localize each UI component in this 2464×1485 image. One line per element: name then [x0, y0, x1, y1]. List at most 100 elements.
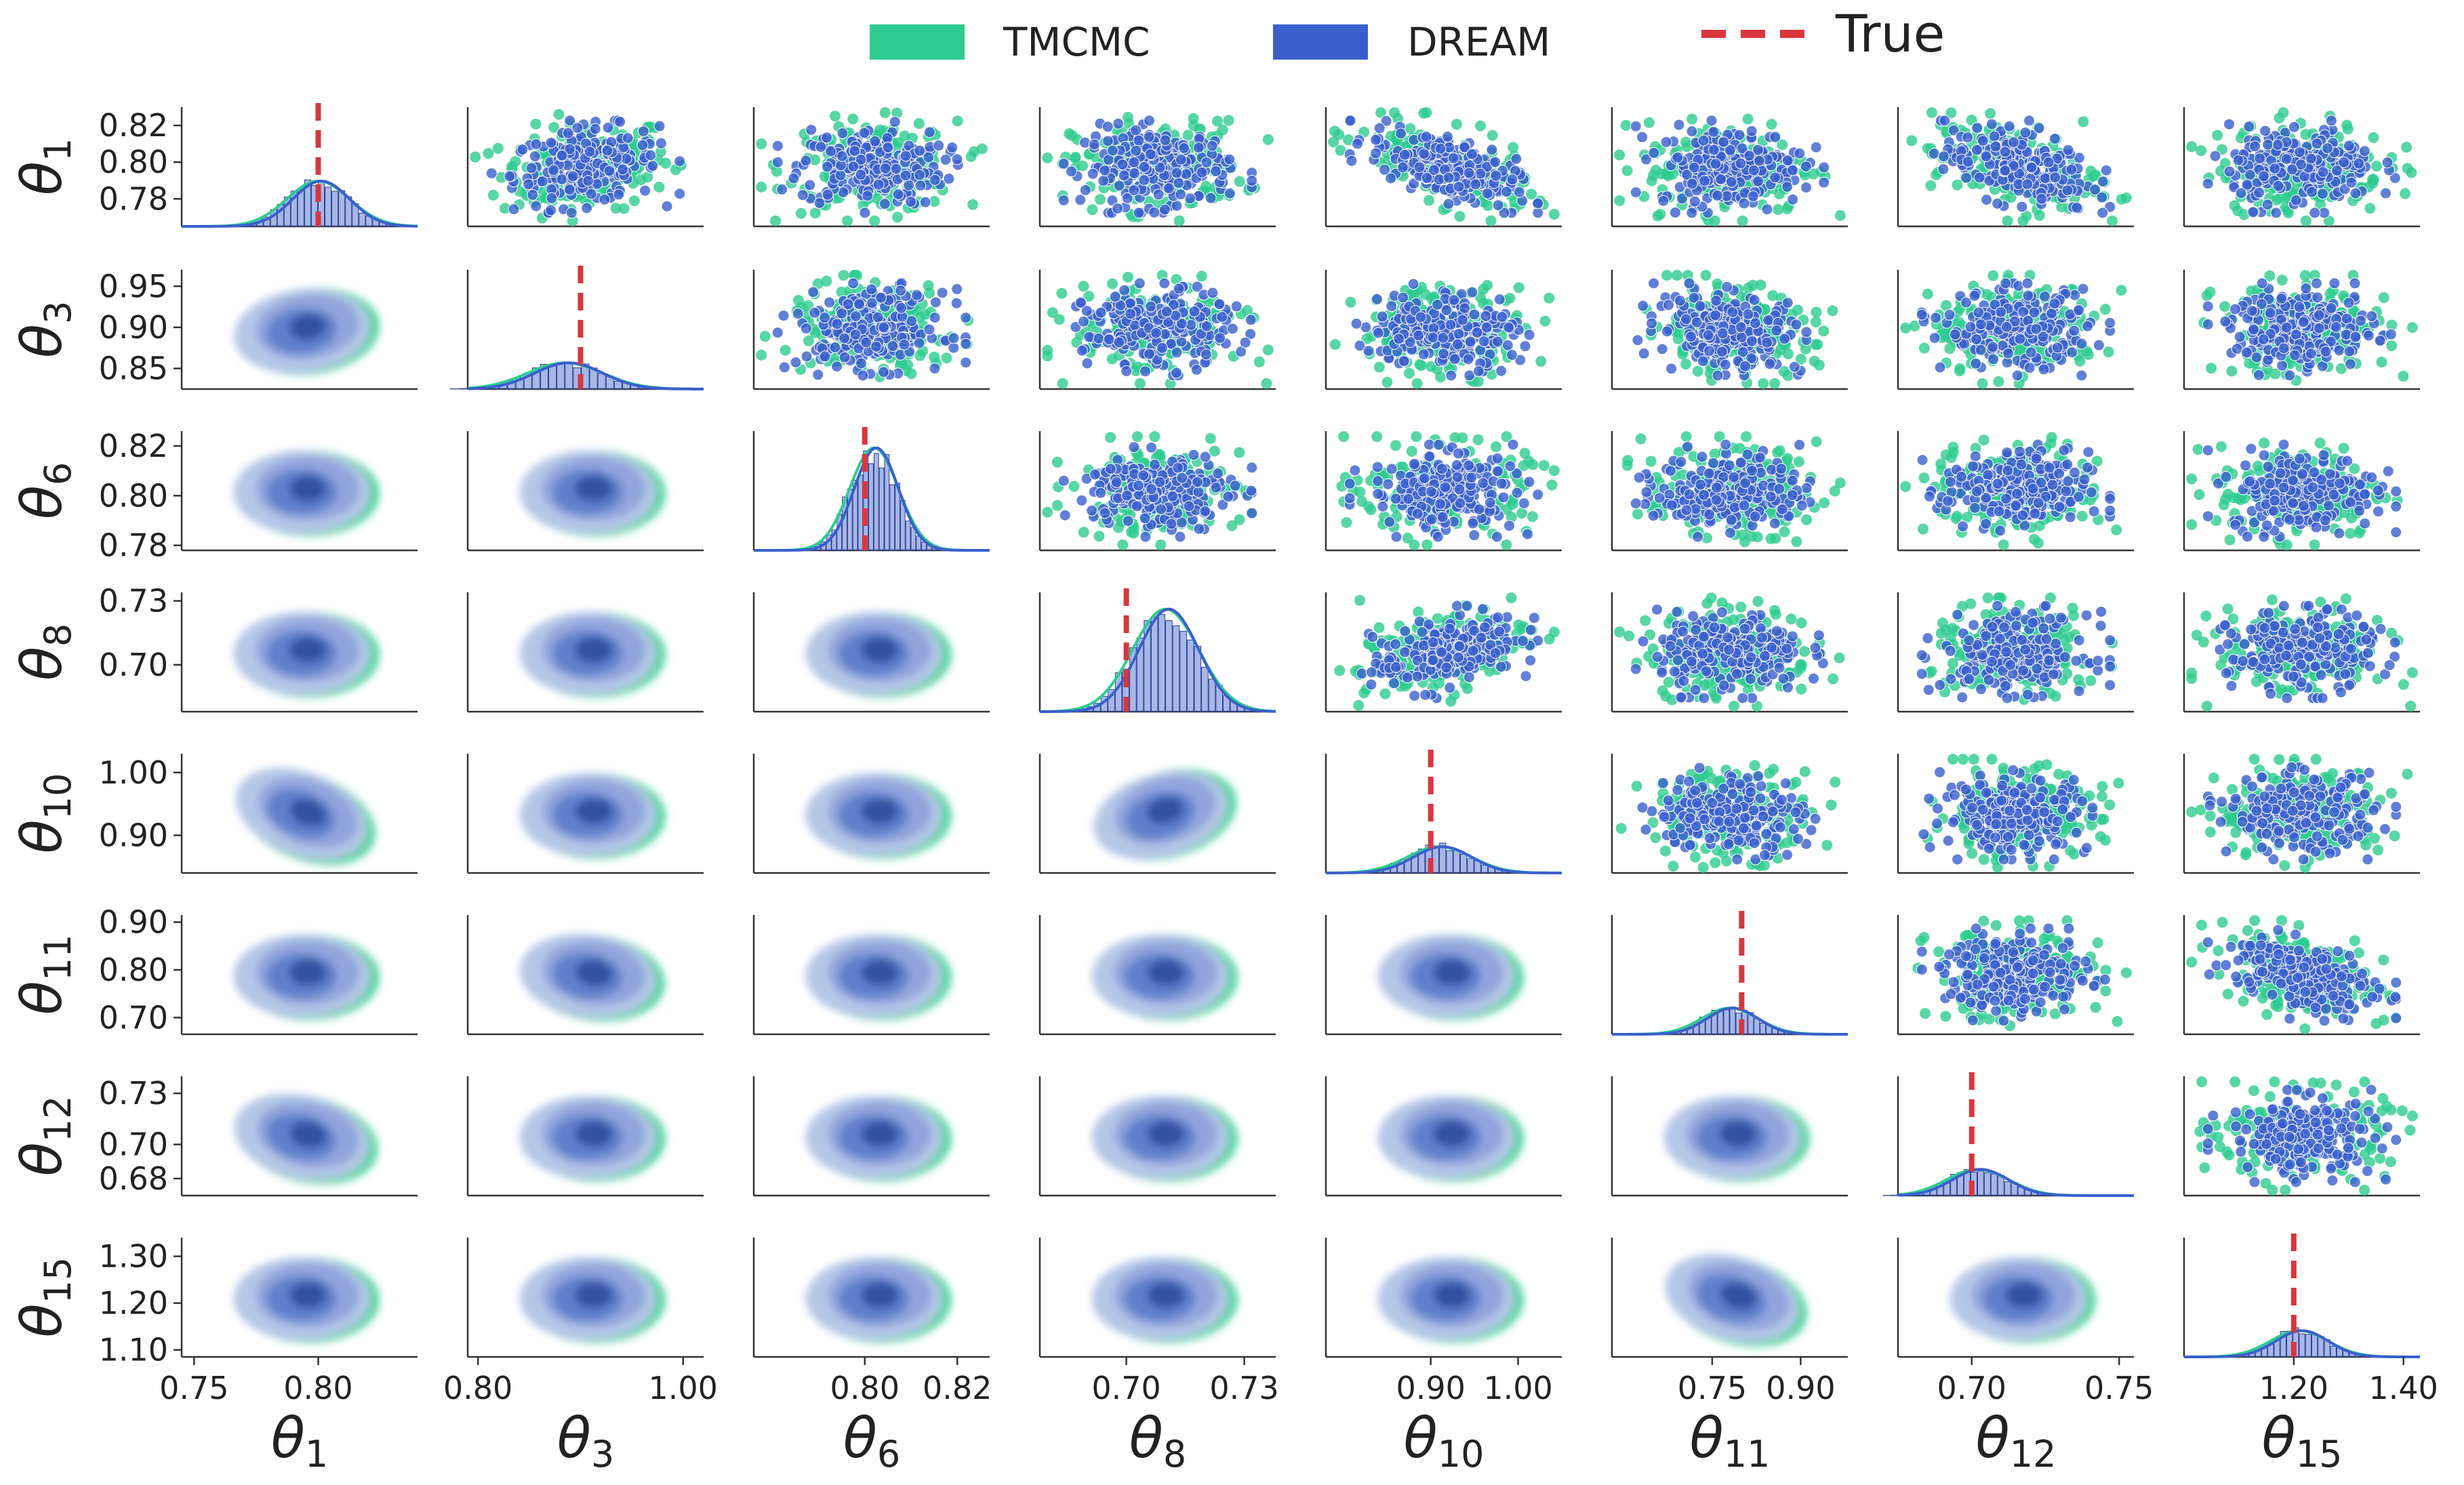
- scatter-point-dream: [872, 178, 885, 190]
- scatter-point-dream: [1992, 197, 2004, 209]
- scatter-point-dream: [1118, 284, 1131, 296]
- scatter-point-tmcmc: [879, 107, 891, 119]
- scatter-point-dream: [1964, 321, 1977, 333]
- hist-bar: [565, 361, 573, 390]
- scatter-point-dream: [1112, 203, 1124, 215]
- scatter-point-dream: [1102, 121, 1114, 133]
- scatter-point-dream: [2316, 188, 2328, 200]
- scatter-point-dream: [1743, 150, 1756, 162]
- scatter-point-dream: [637, 125, 649, 138]
- scatter-point-tmcmc: [653, 181, 665, 192]
- scatter-point-dream: [2097, 176, 2109, 188]
- scatter-point-dream: [1916, 308, 1928, 321]
- scatter-point-dream: [1735, 331, 1748, 344]
- scatter-point-tmcmc: [1261, 378, 1272, 389]
- scatter-point-tmcmc: [1834, 209, 1846, 221]
- legend-label-true: True: [1835, 3, 1945, 64]
- scatter-point-dream: [1093, 332, 1105, 344]
- scatter-point-tmcmc: [1773, 203, 1784, 215]
- scatter-point-dream: [1163, 182, 1175, 195]
- scatter-point-dream: [1156, 342, 1169, 354]
- scatter-point-tmcmc: [2106, 215, 2118, 226]
- panel-r3-c12: [1897, 270, 2134, 390]
- scatter-point-dream: [800, 155, 812, 167]
- scatter-point-dream: [1491, 335, 1503, 348]
- scatter-point-tmcmc: [1526, 188, 1537, 200]
- scatter-point-dream: [1745, 125, 1758, 137]
- scatter-point-dream: [2288, 121, 2300, 133]
- scatter-point-dream: [951, 153, 963, 165]
- scatter-point-dream: [653, 120, 666, 132]
- scatter-point-dream: [1496, 311, 1508, 323]
- scatter-point-dream: [2065, 163, 2078, 176]
- scatter-point-dream: [878, 321, 890, 333]
- panel-r3-c11: [1611, 270, 1848, 390]
- scatter-point-dream: [1415, 311, 1427, 323]
- scatter-point-dream: [601, 144, 613, 157]
- scatter-point-dream: [1148, 206, 1160, 218]
- scatter-point-dream: [2270, 207, 2282, 219]
- scatter-point-tmcmc: [1900, 322, 1912, 333]
- scatter-point-dream: [859, 207, 871, 219]
- scatter-point-dream: [1396, 161, 1409, 174]
- scatter-point-tmcmc: [1418, 107, 1430, 119]
- scatter-point-dream: [940, 154, 952, 166]
- scatter-point-dream: [1787, 193, 1799, 205]
- scatter-point-dream: [951, 283, 963, 296]
- scatter-point-dream: [1985, 118, 1998, 130]
- scatter-point-tmcmc: [2196, 145, 2207, 157]
- scatter-point-dream: [1120, 365, 1133, 378]
- scatter-point-dream: [1145, 300, 1157, 312]
- scatter-point-dream: [1200, 348, 1212, 361]
- scatter-point-dream: [2253, 186, 2265, 199]
- scatter-point-tmcmc: [1977, 378, 1988, 389]
- scatter-point-dream: [929, 296, 942, 308]
- scatter-point-dream: [622, 132, 634, 144]
- scatter-point-dream: [1463, 167, 1475, 179]
- scatter-point-dream: [637, 139, 649, 151]
- scatter-point-dream: [504, 170, 516, 182]
- scatter-point-tmcmc: [1742, 113, 1754, 125]
- scatter-point-tmcmc: [1985, 108, 1996, 119]
- scatter-point-dream: [1489, 156, 1501, 168]
- scatter-point-dream: [813, 197, 826, 209]
- scatter-point-dream: [2066, 346, 2078, 359]
- scatter-point-dream: [2019, 127, 2032, 139]
- scatter-point-dream: [849, 329, 862, 341]
- scatter-point-dream: [1076, 344, 1088, 357]
- scatter-point-dream: [2322, 142, 2334, 155]
- scatter-point-dream: [1083, 331, 1095, 343]
- scatter-point-dream: [2305, 152, 2317, 165]
- scatter-point-dream: [1513, 186, 1525, 198]
- scatter-point-dream: [620, 152, 632, 165]
- scatter-point-dream: [1441, 131, 1453, 143]
- scatter-point-dream: [836, 150, 848, 162]
- scatter-point-tmcmc: [1173, 215, 1185, 226]
- scatter-point-dream: [1386, 300, 1398, 312]
- scatter-point-dream: [603, 165, 615, 177]
- scatter-point-tmcmc: [1743, 282, 1754, 293]
- scatter-point-dream: [1949, 328, 1961, 340]
- scatter-point-tmcmc: [1700, 270, 1712, 281]
- scatter-point-dream: [1501, 339, 1514, 351]
- scatter-point-dream: [1099, 165, 1111, 177]
- scatter-point-dream: [1206, 140, 1218, 152]
- scatter-point-dream: [815, 141, 827, 153]
- scatter-point-dream: [1057, 194, 1070, 206]
- scatter-point-dream: [522, 178, 534, 190]
- scatter-point-dream: [1433, 174, 1445, 186]
- hist-bar: [304, 179, 311, 227]
- scatter-point-dream: [599, 193, 611, 205]
- scatter-point-dream: [661, 200, 673, 212]
- scatter-point-dream: [1118, 169, 1130, 182]
- scatter-point-dream: [2048, 133, 2061, 145]
- scatter-point-dream: [1999, 146, 2011, 158]
- scatter-point-dream: [2345, 176, 2358, 188]
- scatter-point-dream: [1175, 153, 1187, 165]
- scatter-point-dream: [2243, 121, 2255, 133]
- scatter-point-tmcmc: [1047, 307, 1058, 319]
- scatter-point-dream: [1239, 336, 1251, 348]
- scatter-point-tmcmc: [1680, 136, 1692, 148]
- scatter-point-dream: [645, 149, 657, 161]
- scatter-point-dream: [1418, 148, 1430, 160]
